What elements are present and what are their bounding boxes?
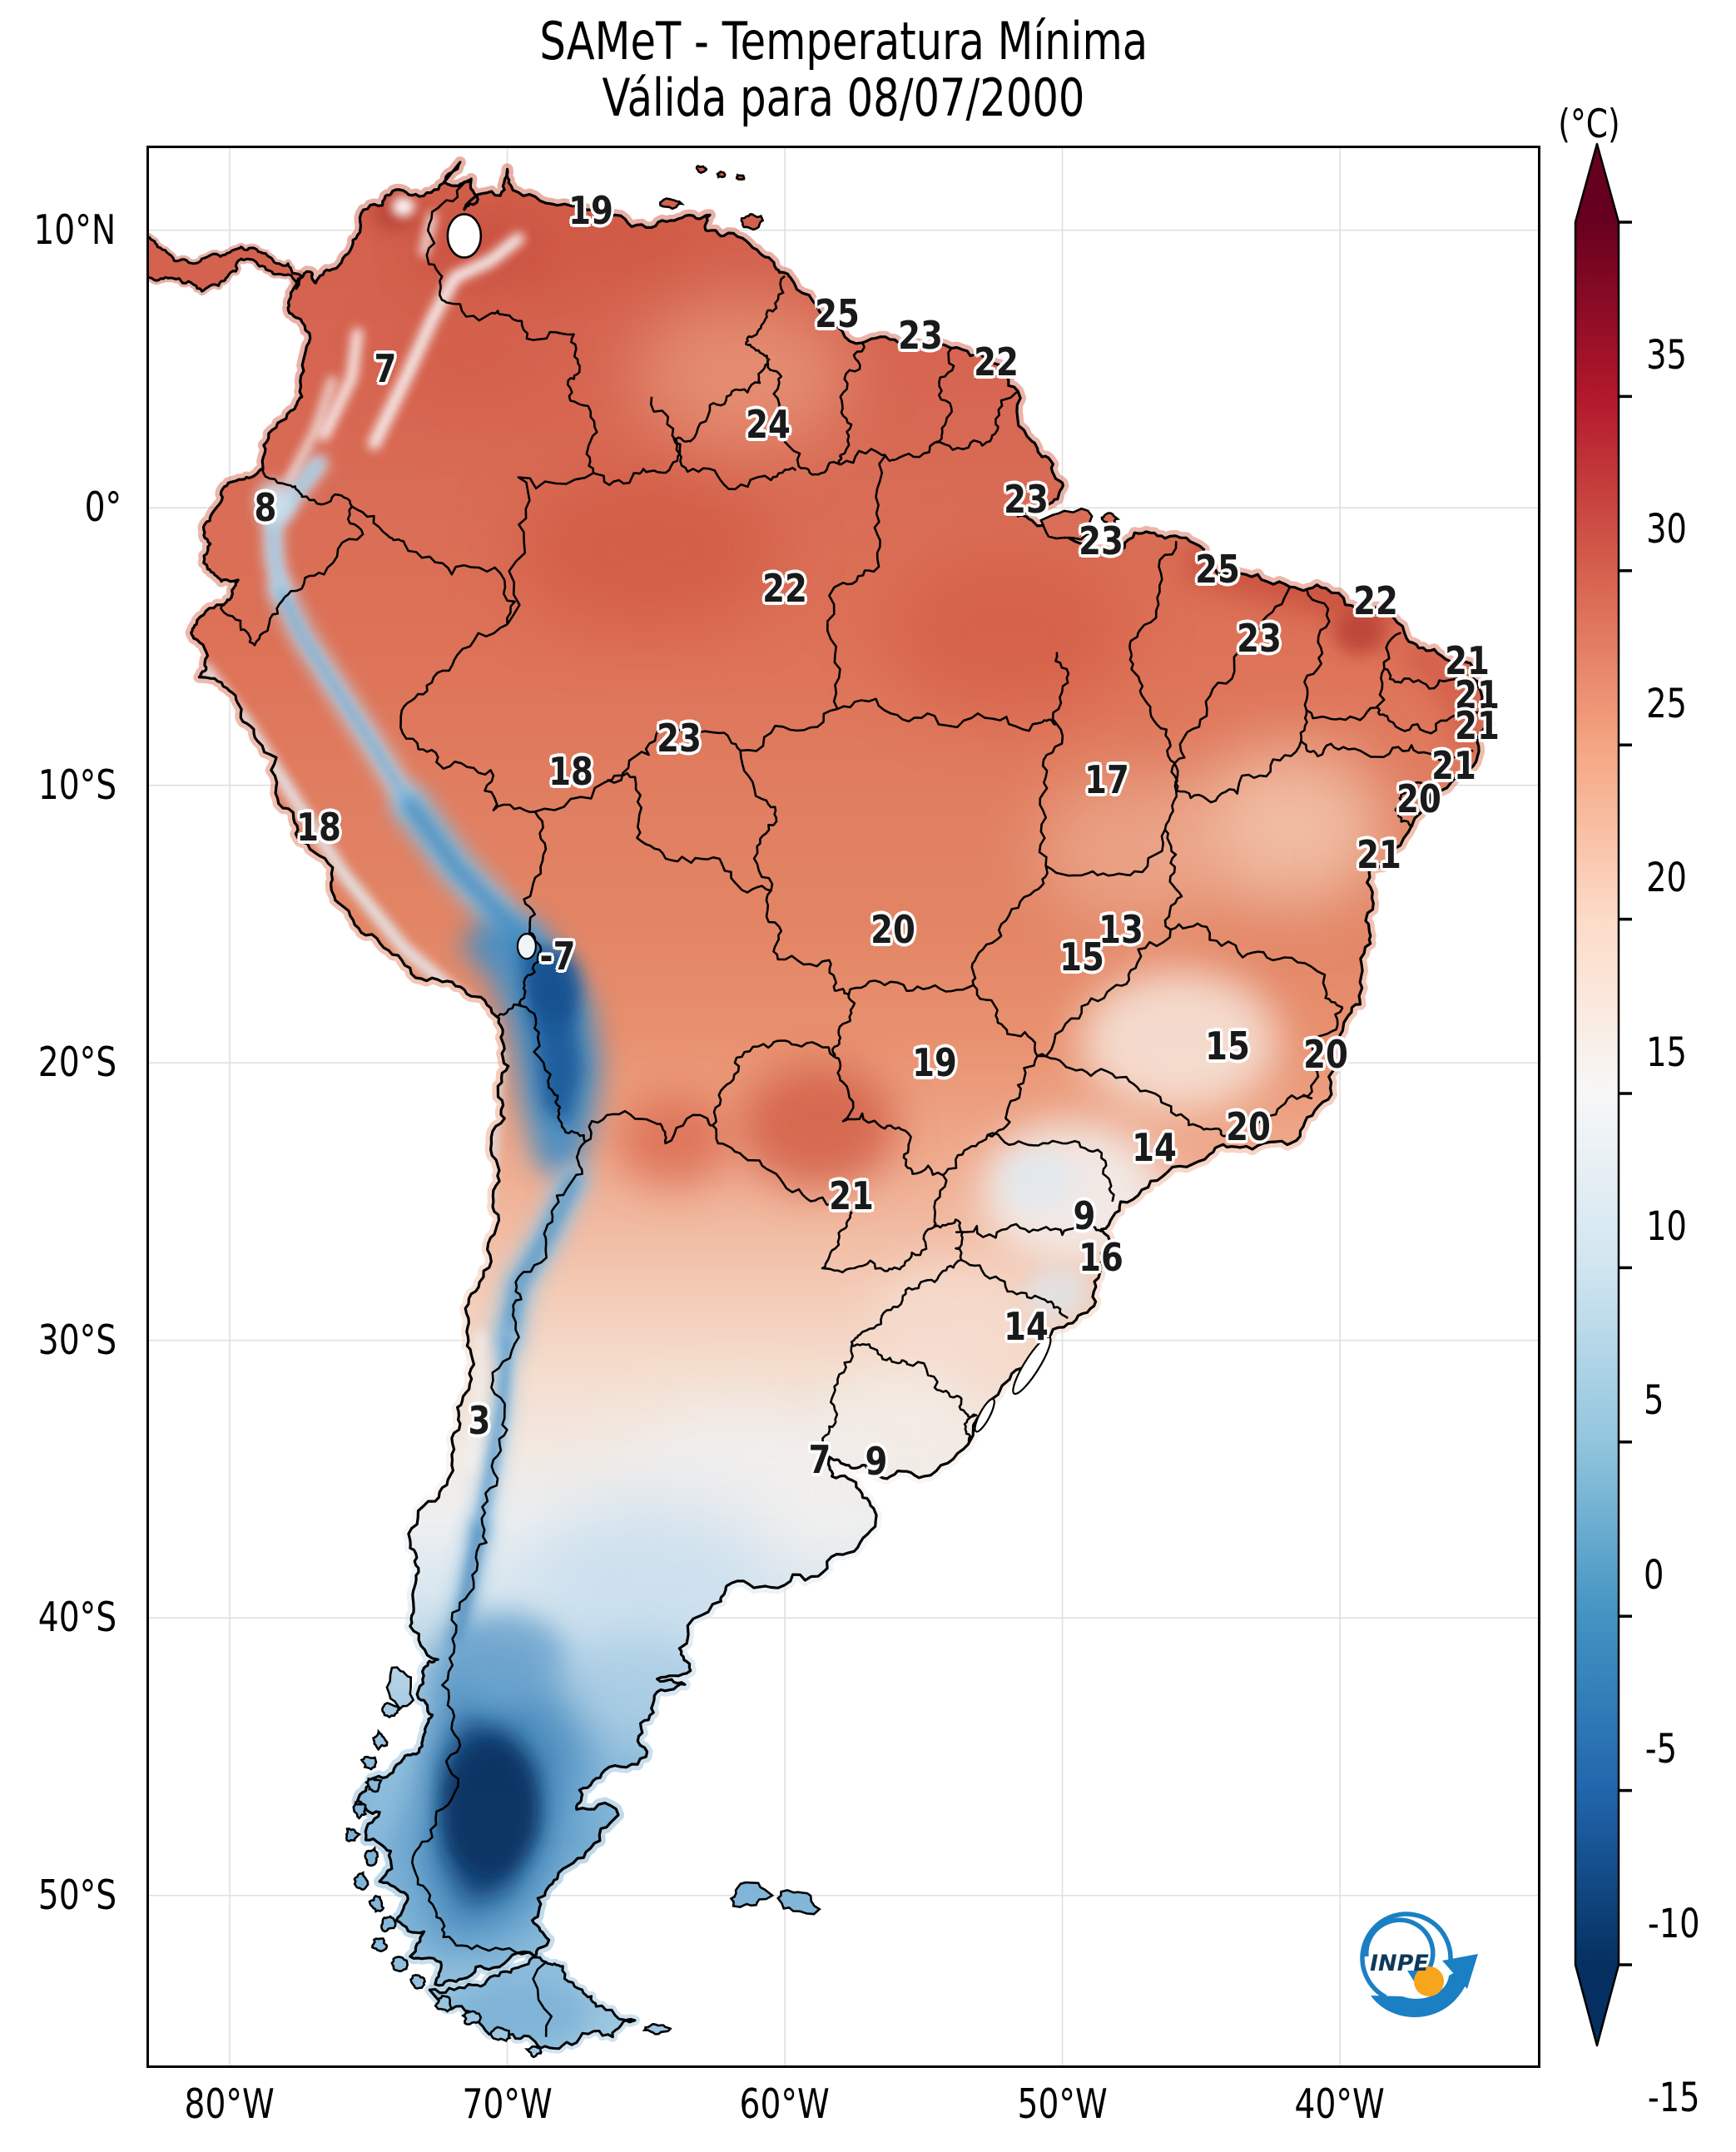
title-line1: SAMeT - Temperatura Mínima (539, 11, 1148, 72)
colorbar-tick-label: -5 (1644, 1726, 1678, 1773)
colorbar-tick-label: 5 (1644, 1377, 1664, 1425)
colorbar-tick-label: 20 (1646, 855, 1687, 902)
lat-tick-label: 50°S (37, 1871, 117, 1919)
lat-tick-label: 10°N (33, 206, 117, 254)
lat-tick-label: 40°S (37, 1594, 117, 1642)
inpe-logo: INPE (1323, 1877, 1498, 2052)
lon-tick-label: 40°W (1294, 2080, 1386, 2128)
colorbar-tick-label: -15 (1647, 2075, 1700, 2121)
lon-tick-label: 60°W (739, 2080, 831, 2128)
inpe-logo-text: INPE (1370, 1951, 1429, 1976)
inpe-globe-icon (1360, 1912, 1478, 2017)
lat-tick-label: 20°S (37, 1039, 117, 1087)
lon-tick-label: 70°W (462, 2080, 553, 2128)
lat-tick-label: 0° (84, 483, 122, 532)
colorbar-tick-label: 30 (1646, 506, 1687, 553)
lon-tick-label: 80°W (184, 2080, 275, 2128)
colorbar-tick-label: 0 (1644, 1551, 1664, 1599)
lat-tick-label: 10°S (37, 761, 117, 809)
colorbar-unit-label: (°C) (1557, 102, 1620, 147)
colorbar: 35 30 25 20 15 10 5 0 -5 -10 -15 (1565, 133, 1736, 2121)
inpe-orange-dot (1414, 1966, 1444, 1996)
colorbar-tick-label: 10 (1646, 1203, 1687, 1250)
colorbar-tick-label: 25 (1646, 680, 1687, 727)
colorbar-tick-label: 15 (1646, 1029, 1687, 1076)
title-line2: Válida para 08/07/2000 (602, 67, 1085, 128)
lat-tick-label: 30°S (37, 1316, 117, 1364)
map-canvas (146, 146, 1540, 2068)
colorbar-tick-label: -10 (1647, 1900, 1700, 1947)
map-plot: 19 7 8 25 23 22 24 23 23 25 22 23 22 21 21 21 23 18 17 21 20… (146, 146, 1540, 2068)
map-title: SAMeT - Temperatura Mínima Válida para 0… (146, 13, 1540, 126)
colorbar-tick-label: 35 (1646, 332, 1687, 379)
lon-tick-label: 50°W (1017, 2080, 1108, 2128)
